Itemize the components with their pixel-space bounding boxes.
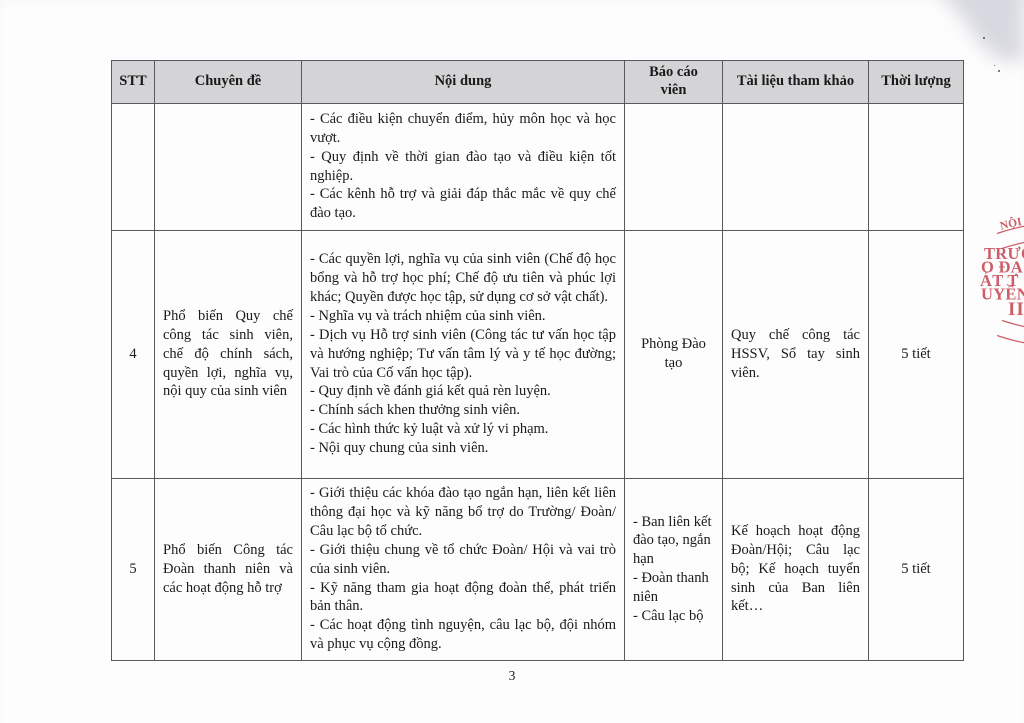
svg-text:II: II bbox=[1008, 299, 1024, 320]
svg-text:NỘI: NỘI bbox=[999, 215, 1024, 233]
svg-text:UYỀN: UYỀN bbox=[981, 285, 1024, 304]
svg-text:TRƯỜ: TRƯỜ bbox=[984, 244, 1024, 263]
svg-text:ÁT T: ÁT T bbox=[980, 271, 1019, 290]
svg-text:O ĐẠ: O ĐẠ bbox=[981, 258, 1023, 277]
